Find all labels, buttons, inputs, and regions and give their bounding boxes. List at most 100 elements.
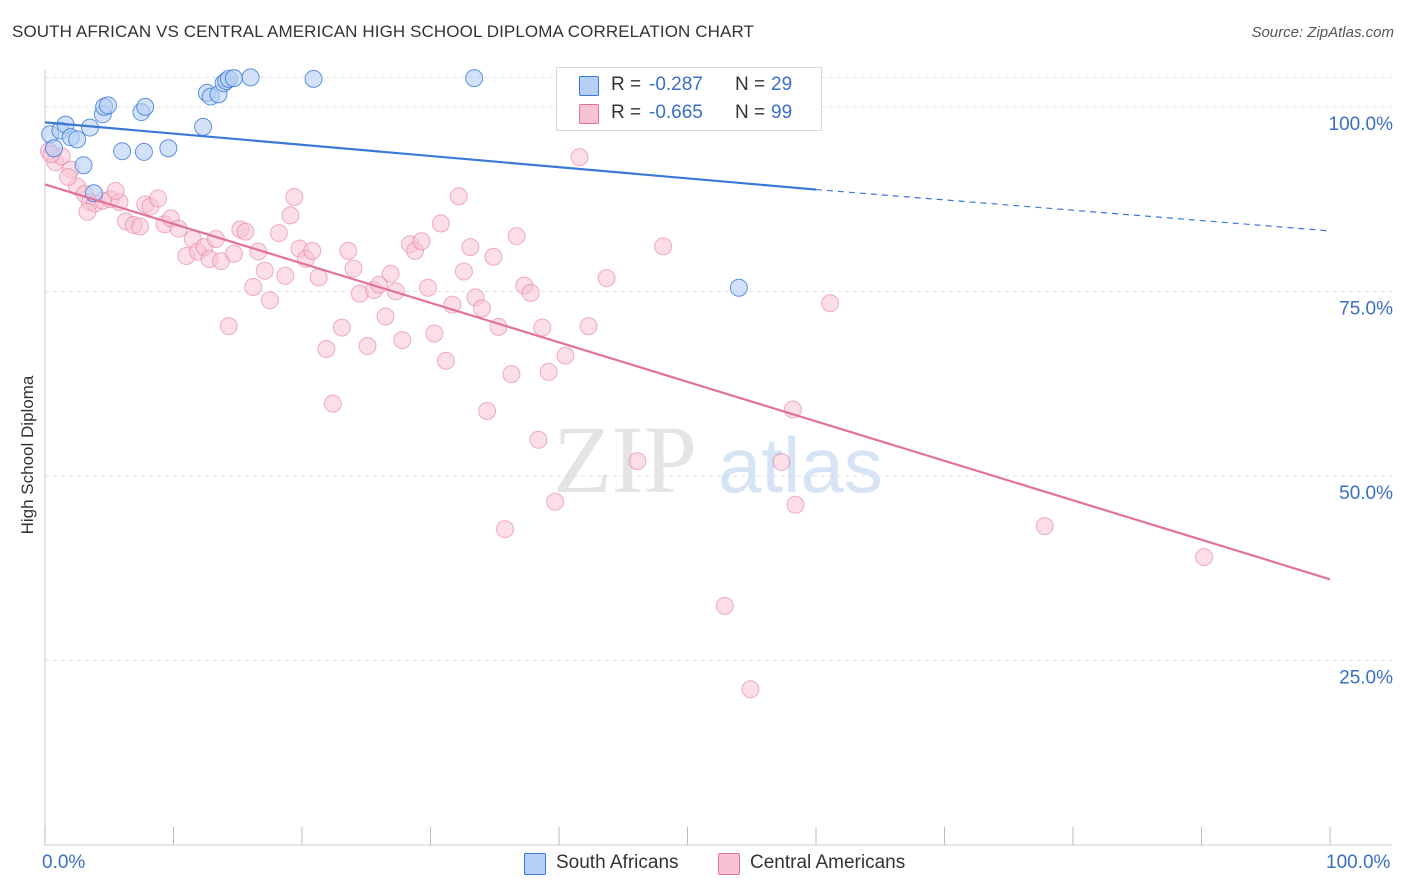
point-central-american xyxy=(507,227,526,246)
point-central-american xyxy=(332,318,351,337)
point-central-american xyxy=(1195,548,1214,567)
point-central-american xyxy=(376,307,395,326)
point-central-american xyxy=(521,283,540,302)
grid-lines xyxy=(45,76,1392,661)
point-central-american xyxy=(106,182,125,201)
point-central-american xyxy=(533,318,552,337)
point-central-american xyxy=(224,244,243,263)
legend-n-value: 29 xyxy=(771,74,793,95)
point-central-american xyxy=(579,317,598,336)
point-south-african xyxy=(134,142,153,161)
y-tick-label: 25.0% xyxy=(1339,667,1393,688)
point-central-american xyxy=(149,189,168,208)
point-central-american xyxy=(472,299,491,318)
point-central-american xyxy=(381,264,400,283)
series-central-americans xyxy=(39,142,1214,699)
point-south-african xyxy=(465,69,484,88)
point-central-american xyxy=(412,232,431,251)
point-central-american xyxy=(219,317,238,336)
point-central-american xyxy=(597,269,616,288)
bottom-legend-swatch xyxy=(524,853,546,875)
point-central-american xyxy=(461,238,480,257)
point-central-american xyxy=(281,206,300,225)
point-central-american xyxy=(449,187,468,206)
point-south-african xyxy=(113,142,132,161)
point-central-american xyxy=(1035,517,1054,536)
legend-n-value: 99 xyxy=(771,102,793,123)
legend-r-label: R = xyxy=(611,102,642,123)
point-central-american xyxy=(478,402,497,420)
point-central-american xyxy=(496,520,515,539)
point-central-american xyxy=(715,596,734,615)
point-central-american xyxy=(436,351,455,370)
point-central-american xyxy=(358,337,377,356)
point-central-american xyxy=(484,247,503,266)
point-central-american xyxy=(269,224,288,243)
legend-r-value: -0.287 xyxy=(649,74,703,95)
point-central-american xyxy=(741,680,760,699)
watermark-atlas: atlas xyxy=(718,421,883,509)
point-central-american xyxy=(454,262,473,281)
watermark: ZIP atlas xyxy=(553,406,883,513)
point-central-american xyxy=(255,261,274,280)
point-central-american xyxy=(628,452,647,471)
trend-lines xyxy=(44,121,1331,581)
point-south-african xyxy=(74,156,93,175)
point-central-american xyxy=(425,324,444,343)
legend-r-value: -0.665 xyxy=(649,102,703,123)
bottom-legend-label: South Africans xyxy=(556,852,679,873)
x-tick-label-max: 100.0% xyxy=(1326,852,1391,873)
point-central-american xyxy=(431,214,450,233)
point-south-african xyxy=(68,130,87,149)
legend-r-label: R = xyxy=(611,74,642,95)
axes xyxy=(44,70,1392,846)
point-central-american xyxy=(131,217,150,236)
point-south-african xyxy=(136,97,155,116)
point-central-american xyxy=(546,492,565,511)
bottom-legend-swatch xyxy=(718,853,740,875)
point-central-american xyxy=(786,495,805,514)
legend-n-label: N = xyxy=(735,102,766,123)
y-axis-title: High School Diploma xyxy=(18,375,37,535)
bottom-legend-label: Central Americans xyxy=(750,852,906,873)
point-central-american xyxy=(323,394,342,413)
legend-swatch-south-africans xyxy=(579,76,599,96)
point-central-american xyxy=(570,148,589,167)
point-central-american xyxy=(260,291,279,310)
point-central-american xyxy=(556,346,575,365)
point-central-american xyxy=(772,452,791,471)
legend-swatch-central-americans xyxy=(579,104,599,124)
point-south-african xyxy=(194,117,213,136)
point-south-african xyxy=(224,69,243,88)
point-central-american xyxy=(502,365,521,384)
point-south-african xyxy=(44,139,63,158)
trend-line-south-africans xyxy=(44,121,817,191)
legend-n-label: N = xyxy=(735,74,766,95)
point-central-american xyxy=(303,241,322,260)
y-tick-label: 100.0% xyxy=(1329,114,1394,135)
point-central-american xyxy=(244,278,263,296)
point-south-african xyxy=(729,278,748,297)
x-tick-label-min: 0.0% xyxy=(42,852,86,873)
correlation-legend: R = -0.287 N = 29 R = -0.665 N = 99 xyxy=(556,67,822,131)
point-central-american xyxy=(418,278,437,297)
trend-line-central-americans xyxy=(44,183,1331,581)
point-central-american xyxy=(78,202,97,221)
point-central-american xyxy=(344,259,363,278)
point-central-american xyxy=(59,168,78,187)
source-label: Source: ZipAtlas.com xyxy=(1251,24,1394,41)
point-central-american xyxy=(393,331,412,350)
chart-title: SOUTH AFRICAN VS CENTRAL AMERICAN HIGH S… xyxy=(12,22,754,41)
trend-line-south-africans-extension xyxy=(815,188,1331,232)
point-central-american xyxy=(654,237,673,256)
point-central-american xyxy=(821,294,840,313)
point-central-american xyxy=(276,266,295,285)
point-south-african xyxy=(304,69,323,88)
point-south-african xyxy=(241,68,260,87)
point-central-american xyxy=(529,430,548,449)
point-central-american xyxy=(285,187,304,206)
watermark-zip: ZIP xyxy=(553,406,697,513)
point-south-african xyxy=(159,139,178,158)
point-central-american xyxy=(236,222,255,241)
